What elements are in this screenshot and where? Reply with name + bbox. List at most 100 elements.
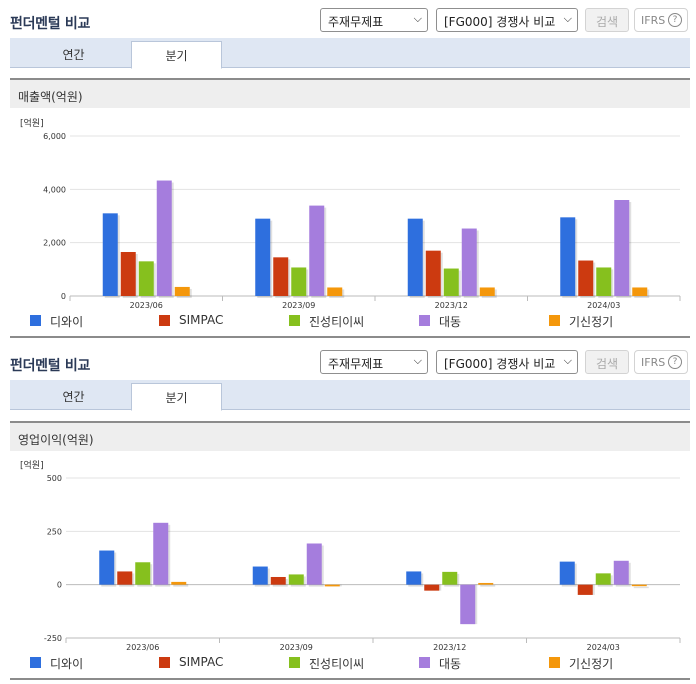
comparison-select[interactable]: [FG000] 경쟁사 비교 ⌵ — [436, 350, 578, 374]
bar-3-3[interactable] — [614, 200, 630, 296]
legend-label: 대동 — [439, 657, 462, 671]
bar-0-2[interactable] — [138, 261, 154, 296]
y-tick-label: 0 — [61, 292, 66, 301]
tab-annual[interactable]: 연간 — [62, 390, 85, 404]
unit-label: [억원] — [20, 459, 44, 471]
bar-3-0[interactable] — [560, 217, 576, 296]
chevron-down-icon: ⌵ — [413, 354, 422, 367]
bar-1-2[interactable] — [291, 267, 307, 296]
bar-2-1[interactable] — [425, 250, 441, 296]
ifrs-label: IFRS — [641, 14, 666, 27]
x-tick-label: 2023/09 — [282, 301, 315, 310]
chevron-down-icon: ⌵ — [563, 354, 572, 367]
statement-type-value: 주재무제표 — [328, 15, 384, 29]
bar-3-4[interactable] — [631, 584, 647, 587]
x-tick-label: 2023/06 — [130, 301, 163, 310]
bar-3-3[interactable] — [613, 560, 629, 585]
bar-3-0[interactable] — [559, 561, 575, 585]
x-tick-label: 2024/03 — [587, 301, 620, 310]
comparison-select[interactable]: [FG000] 경쟁사 비교 ⌵ — [436, 8, 578, 32]
bar-0-2[interactable] — [135, 562, 151, 585]
bar-2-4[interactable] — [479, 287, 495, 296]
x-tick-label: 2023/12 — [433, 643, 466, 652]
bar-3-2[interactable] — [595, 573, 611, 585]
bar-0-0[interactable] — [102, 213, 118, 296]
ifrs-button[interactable]: IFRS ? — [634, 350, 688, 374]
bar-3-1[interactable] — [577, 584, 593, 595]
legend-item[interactable]: 대동 — [419, 313, 461, 330]
legend-label: 디와이 — [50, 315, 84, 329]
legend-swatch — [549, 315, 560, 326]
bar-0-4[interactable] — [174, 286, 190, 296]
tab-quarterly[interactable]: 분기 — [131, 41, 222, 69]
revenue-chart: [억원] 0 2,000 4,000 6,000 2023/06 2023/09 2023/1… — [20, 117, 681, 310]
statement-type-select[interactable]: 주재무제표 ⌵ — [320, 350, 428, 374]
legend-item[interactable]: 기신정기 — [549, 655, 613, 672]
bar-2-0[interactable] — [406, 571, 422, 585]
bar-1-2[interactable] — [288, 574, 304, 585]
bar-3-1[interactable] — [578, 260, 594, 296]
legend-item[interactable]: 진성티이씨 — [289, 313, 364, 330]
y-tick-label: 500 — [47, 474, 62, 483]
bar-0-1[interactable] — [117, 571, 133, 585]
bar-2-2[interactable] — [442, 571, 458, 585]
chevron-down-icon: ⌵ — [413, 12, 422, 25]
legend-swatch — [159, 657, 170, 668]
legend-swatch — [159, 315, 170, 326]
chart-legend: 디와이 SIMPAC 진성티이씨 대동 기신정기 — [0, 313, 696, 329]
y-tick-label: 0 — [57, 581, 62, 590]
bar-1-1[interactable] — [270, 576, 286, 585]
legend-item[interactable]: SIMPAC — [159, 313, 224, 327]
bar-0-4[interactable] — [171, 581, 187, 585]
y-tick-label: 250 — [47, 527, 62, 536]
search-button[interactable]: 검색 — [585, 350, 629, 374]
bar-2-3[interactable] — [461, 228, 477, 296]
legend-label: SIMPAC — [179, 655, 224, 669]
legend-swatch — [289, 315, 300, 326]
bar-1-0[interactable] — [252, 566, 268, 585]
bar-0-3[interactable] — [156, 180, 172, 296]
tab-quarterly[interactable]: 분기 — [131, 383, 222, 411]
legend-swatch — [419, 657, 430, 668]
bar-2-2[interactable] — [443, 268, 459, 296]
legend-label: 디와이 — [50, 657, 84, 671]
bar-1-0[interactable] — [255, 218, 271, 296]
legend-swatch — [419, 315, 430, 326]
bar-shadow — [633, 586, 649, 589]
fundamental-panel-revenue: 펀더멘털 비교 주재무제표 ⌵ [FG000] 경쟁사 비교 ⌵ 검색 IFRS… — [0, 8, 696, 338]
bar-1-3[interactable] — [306, 543, 322, 585]
bar-1-4[interactable] — [327, 287, 343, 296]
legend-item[interactable]: 디와이 — [30, 313, 84, 330]
bar-3-2[interactable] — [596, 267, 612, 296]
bar-2-1[interactable] — [424, 584, 440, 591]
bar-1-1[interactable] — [273, 257, 289, 296]
legend-item[interactable]: SIMPAC — [159, 655, 224, 669]
bar-2-3[interactable] — [460, 584, 476, 625]
bar-0-1[interactable] — [120, 252, 136, 296]
bar-1-4[interactable] — [324, 584, 340, 587]
legend-item[interactable]: 기신정기 — [549, 313, 613, 330]
legend-item[interactable]: 진성티이씨 — [289, 655, 365, 672]
legend-item[interactable]: 대동 — [419, 655, 462, 672]
bar-2-4[interactable] — [478, 582, 494, 585]
unit-label: [억원] — [20, 117, 44, 129]
legend-label: 진성티이씨 — [309, 657, 365, 671]
legend-label: SIMPAC — [179, 313, 224, 327]
bar-0-0[interactable] — [99, 550, 115, 585]
statement-type-select[interactable]: 주재무제표 ⌵ — [320, 8, 428, 32]
bar-3-4[interactable] — [632, 287, 648, 296]
period-tabs: 연간 분기 — [10, 38, 690, 69]
tab-annual[interactable]: 연간 — [62, 48, 85, 62]
bar-0-3[interactable] — [153, 522, 169, 585]
panel-title: 펀더멘털 비교 — [10, 358, 91, 374]
legend-item[interactable]: 디와이 — [30, 655, 84, 672]
bar-2-0[interactable] — [407, 218, 423, 296]
bar-1-3[interactable] — [309, 205, 325, 296]
section-title: 영업이익(억원) — [10, 421, 690, 451]
search-button[interactable]: 검색 — [585, 8, 629, 32]
ifrs-button[interactable]: IFRS ? — [634, 8, 688, 32]
help-icon: ? — [668, 355, 682, 369]
legend-swatch — [549, 657, 560, 668]
comparison-value: [FG000] 경쟁사 비교 — [444, 15, 556, 29]
bar-shadow — [480, 584, 496, 587]
